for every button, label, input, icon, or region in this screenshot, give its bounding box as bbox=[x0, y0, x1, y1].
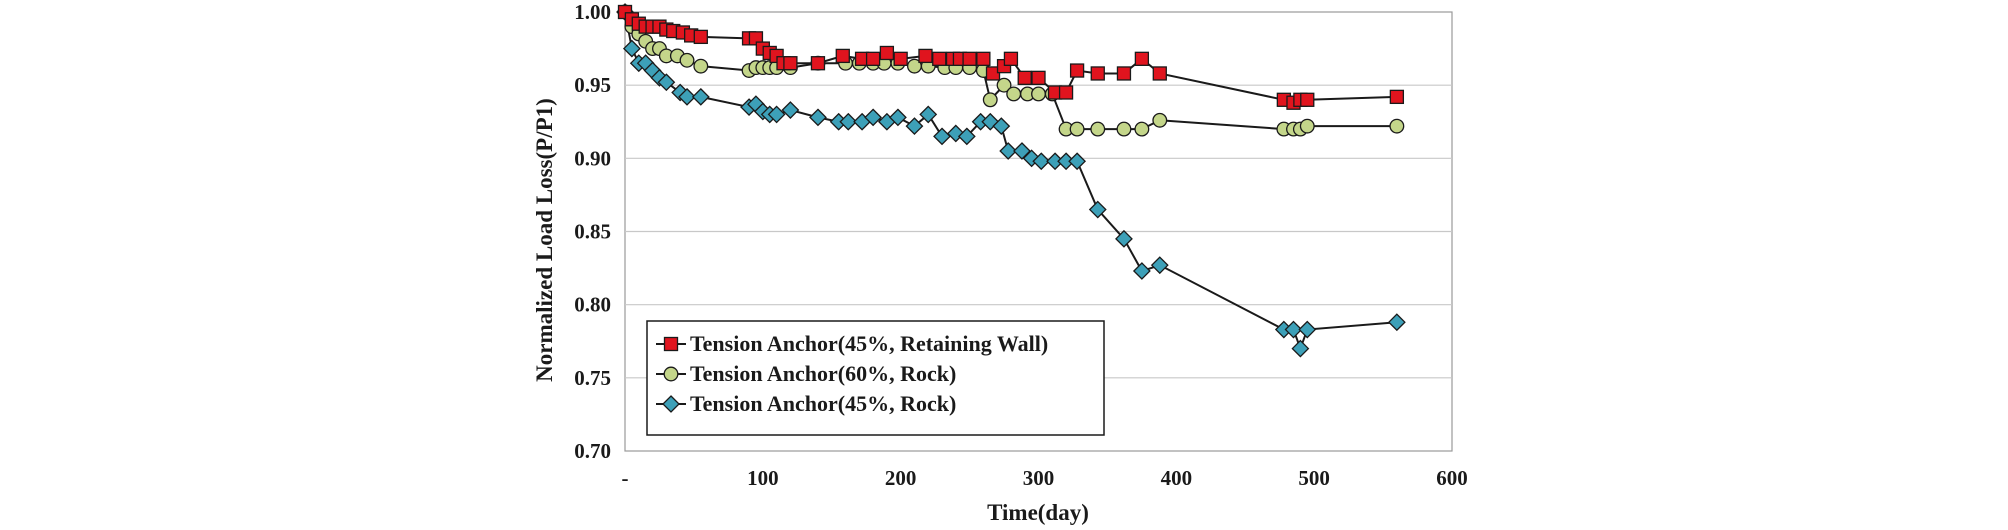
data-point bbox=[1003, 51, 1019, 66]
legend-label: Tension Anchor(45%, Retaining Wall) bbox=[690, 331, 1048, 356]
data-point bbox=[976, 51, 991, 66]
data-point bbox=[932, 51, 947, 66]
y-tick-label: 0.70 bbox=[574, 439, 611, 463]
x-tick-label: 400 bbox=[1161, 466, 1193, 490]
data-point bbox=[888, 108, 907, 127]
y-tick-label: 0.75 bbox=[574, 366, 611, 390]
data-point bbox=[1090, 121, 1106, 137]
data-point bbox=[809, 108, 827, 127]
legend-marker bbox=[662, 395, 680, 413]
data-point bbox=[1069, 121, 1085, 137]
series-square bbox=[617, 4, 1405, 110]
data-point bbox=[1134, 121, 1150, 137]
legend-item: Tension Anchor(45%, Rock) bbox=[656, 391, 956, 416]
data-point bbox=[985, 66, 1001, 81]
y-tick-label: 0.90 bbox=[574, 146, 611, 170]
data-point bbox=[1152, 112, 1168, 128]
y-axis-ticks: 0.70 0.75 0.80 0.85 0.90 0.95 1.00 bbox=[574, 0, 611, 463]
data-point bbox=[1088, 200, 1107, 219]
y-tick-label: 1.00 bbox=[574, 0, 611, 24]
data-point bbox=[1032, 152, 1051, 171]
data-point bbox=[1116, 66, 1132, 81]
data-point bbox=[1017, 70, 1032, 85]
y-axis-title: Normalized Load Loss(P/P1) bbox=[532, 98, 557, 382]
y-tick-label: 0.95 bbox=[574, 73, 611, 97]
data-point bbox=[893, 51, 908, 66]
legend-label: Tension Anchor(45%, Rock) bbox=[690, 391, 956, 416]
data-point bbox=[1387, 313, 1406, 332]
x-tick-label: 200 bbox=[885, 466, 917, 490]
data-point bbox=[1006, 86, 1022, 102]
data-point bbox=[992, 117, 1011, 136]
data-point bbox=[691, 87, 710, 106]
data-point bbox=[1069, 63, 1085, 78]
series-group bbox=[616, 3, 1406, 358]
data-point bbox=[1134, 51, 1150, 66]
data-point bbox=[839, 112, 858, 131]
data-point bbox=[678, 87, 696, 106]
data-point bbox=[835, 48, 850, 64]
data-point bbox=[999, 142, 1018, 160]
x-tick-label: - bbox=[622, 466, 629, 490]
data-point bbox=[693, 58, 709, 74]
x-tick-label: 300 bbox=[1023, 466, 1055, 490]
data-point bbox=[864, 108, 883, 127]
data-point bbox=[996, 77, 1012, 93]
data-point bbox=[1284, 320, 1303, 339]
data-point bbox=[982, 92, 998, 108]
x-tick-label: 500 bbox=[1298, 466, 1330, 490]
data-point bbox=[1150, 256, 1169, 275]
data-point bbox=[962, 51, 977, 66]
data-point bbox=[1031, 70, 1046, 85]
data-point bbox=[1300, 92, 1315, 107]
data-point bbox=[767, 105, 786, 124]
data-point bbox=[1291, 339, 1310, 358]
legend-items: Tension Anchor(45%, Retaining Wall) Tensi… bbox=[656, 331, 1048, 416]
data-point bbox=[957, 127, 976, 146]
data-point bbox=[1116, 121, 1132, 137]
data-point bbox=[865, 51, 881, 66]
legend-item: Tension Anchor(60%, Rock) bbox=[656, 361, 956, 386]
data-point bbox=[693, 29, 708, 45]
data-point bbox=[679, 52, 695, 68]
data-point bbox=[1013, 142, 1031, 160]
data-point bbox=[1090, 66, 1105, 81]
data-point bbox=[918, 48, 933, 64]
data-point bbox=[1115, 229, 1133, 248]
legend-marker bbox=[663, 336, 679, 352]
legend-item: Tension Anchor(45%, Retaining Wall) bbox=[656, 331, 1048, 356]
data-point bbox=[1389, 89, 1405, 105]
x-tick-label: 100 bbox=[747, 466, 779, 490]
data-point bbox=[1132, 262, 1151, 280]
data-point bbox=[1389, 118, 1405, 134]
data-point bbox=[1031, 86, 1046, 102]
y-tick-label: 0.85 bbox=[574, 220, 611, 244]
data-point bbox=[1068, 152, 1087, 171]
y-tick-label: 0.80 bbox=[574, 293, 611, 317]
data-point bbox=[783, 56, 798, 71]
data-point bbox=[622, 39, 641, 58]
legend: Tension Anchor(45%, Retaining Wall) Tensi… bbox=[646, 320, 1105, 436]
data-point bbox=[1298, 320, 1317, 339]
data-point bbox=[905, 117, 924, 136]
data-point bbox=[810, 56, 826, 71]
x-axis-ticks: - 100 200 300 400 500 600 bbox=[622, 466, 1468, 490]
data-point bbox=[1152, 66, 1167, 81]
legend-label: Tension Anchor(60%, Rock) bbox=[690, 361, 956, 386]
data-point bbox=[919, 105, 938, 124]
legend-marker bbox=[663, 366, 679, 382]
data-point bbox=[879, 45, 895, 61]
x-tick-label: 600 bbox=[1436, 466, 1468, 490]
data-point bbox=[1058, 85, 1074, 100]
data-point bbox=[781, 101, 800, 119]
data-point bbox=[657, 73, 676, 92]
data-point bbox=[1299, 118, 1315, 134]
x-axis-title: Time(day) bbox=[987, 500, 1089, 525]
legend-box bbox=[646, 320, 1105, 436]
